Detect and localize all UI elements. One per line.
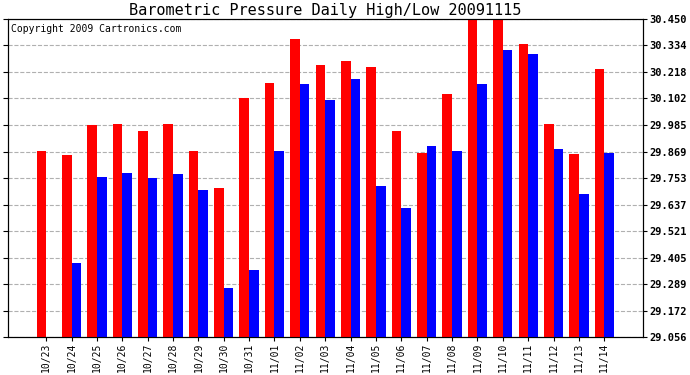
Bar (503, 50, 513, 337)
Bar (604, 153, 614, 337)
Bar (569, 154, 579, 337)
Bar (148, 178, 157, 337)
Bar (376, 186, 386, 337)
Bar (366, 67, 376, 337)
Bar (275, 152, 284, 337)
Bar (300, 84, 310, 337)
Bar (37, 152, 46, 337)
Bar (595, 69, 604, 337)
Bar (249, 270, 259, 337)
Bar (265, 83, 275, 337)
Text: Copyright 2009 Cartronics.com: Copyright 2009 Cartronics.com (11, 24, 181, 34)
Bar (239, 98, 249, 337)
Bar (164, 124, 173, 337)
Bar (62, 155, 72, 337)
Bar (315, 64, 325, 337)
Title: Barometric Pressure Daily High/Low 20091115: Barometric Pressure Daily High/Low 20091… (129, 3, 522, 18)
Bar (122, 173, 132, 337)
Bar (426, 146, 436, 337)
Bar (553, 149, 563, 337)
Bar (579, 194, 589, 337)
Bar (325, 100, 335, 337)
Bar (493, 19, 503, 337)
Bar (173, 174, 183, 337)
Bar (544, 124, 553, 337)
Bar (138, 131, 148, 337)
Bar (518, 44, 528, 337)
Bar (351, 80, 360, 337)
Bar (477, 84, 487, 337)
Bar (417, 153, 426, 337)
Bar (198, 190, 208, 337)
Bar (224, 288, 233, 337)
Bar (214, 188, 224, 337)
Bar (392, 131, 402, 337)
Bar (442, 94, 452, 337)
Bar (97, 177, 106, 337)
Bar (112, 124, 122, 337)
Bar (468, 19, 477, 337)
Bar (528, 54, 538, 337)
Bar (452, 152, 462, 337)
Bar (72, 263, 81, 337)
Bar (402, 209, 411, 337)
Bar (87, 125, 97, 337)
Bar (290, 39, 300, 337)
Bar (341, 61, 351, 337)
Bar (189, 152, 198, 337)
